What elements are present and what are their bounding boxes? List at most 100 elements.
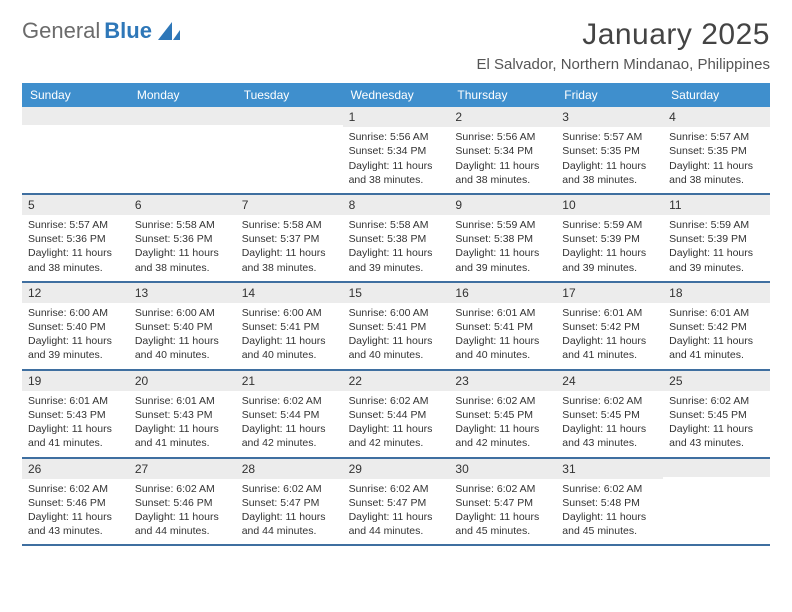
daylight-text: Daylight: 11 hours and 44 minutes. <box>349 510 444 538</box>
calendar-day: 17Sunrise: 6:01 AMSunset: 5:42 PMDayligh… <box>556 283 663 369</box>
calendar-day <box>22 107 129 193</box>
calendar-day: 20Sunrise: 6:01 AMSunset: 5:43 PMDayligh… <box>129 371 236 457</box>
daylight-text: Daylight: 11 hours and 38 minutes. <box>242 246 337 274</box>
sunset-text: Sunset: 5:41 PM <box>242 320 337 334</box>
calendar-day: 7Sunrise: 5:58 AMSunset: 5:37 PMDaylight… <box>236 195 343 281</box>
daylight-text: Daylight: 11 hours and 40 minutes. <box>349 334 444 362</box>
daylight-text: Daylight: 11 hours and 39 minutes. <box>28 334 123 362</box>
day-number: 2 <box>449 107 556 127</box>
day-number: 28 <box>236 459 343 479</box>
day-number: 18 <box>663 283 770 303</box>
day-number: 1 <box>343 107 450 127</box>
daylight-text: Daylight: 11 hours and 40 minutes. <box>135 334 230 362</box>
sunset-text: Sunset: 5:44 PM <box>242 408 337 422</box>
day-number: 14 <box>236 283 343 303</box>
sunrise-text: Sunrise: 6:01 AM <box>669 306 764 320</box>
sunset-text: Sunset: 5:36 PM <box>135 232 230 246</box>
day-number: 4 <box>663 107 770 127</box>
calendar-week: 12Sunrise: 6:00 AMSunset: 5:40 PMDayligh… <box>22 283 770 371</box>
day-number: 27 <box>129 459 236 479</box>
sunset-text: Sunset: 5:34 PM <box>455 144 550 158</box>
sunrise-text: Sunrise: 6:00 AM <box>28 306 123 320</box>
day-number: 19 <box>22 371 129 391</box>
dow-monday: Monday <box>129 83 236 107</box>
sunrise-text: Sunrise: 6:02 AM <box>242 394 337 408</box>
calendar-day <box>129 107 236 193</box>
calendar-day: 1Sunrise: 5:56 AMSunset: 5:34 PMDaylight… <box>343 107 450 193</box>
calendar-day: 28Sunrise: 6:02 AMSunset: 5:47 PMDayligh… <box>236 459 343 545</box>
sunrise-text: Sunrise: 6:01 AM <box>455 306 550 320</box>
sunset-text: Sunset: 5:45 PM <box>455 408 550 422</box>
calendar-day: 9Sunrise: 5:59 AMSunset: 5:38 PMDaylight… <box>449 195 556 281</box>
sunrise-text: Sunrise: 5:59 AM <box>669 218 764 232</box>
calendar-day: 31Sunrise: 6:02 AMSunset: 5:48 PMDayligh… <box>556 459 663 545</box>
dow-tuesday: Tuesday <box>236 83 343 107</box>
day-number: 3 <box>556 107 663 127</box>
sunset-text: Sunset: 5:36 PM <box>28 232 123 246</box>
calendar-grid: 1 Sunrise: 5:56 AM Sunset: 5:34 PM Daylight… <box>22 107 770 546</box>
dow-thursday: Thursday <box>449 83 556 107</box>
sunrise-text: Sunrise: 5:59 AM <box>562 218 657 232</box>
day-number: 20 <box>129 371 236 391</box>
daylight-text: Daylight: 11 hours and 40 minutes. <box>242 334 337 362</box>
sunrise-text: Sunrise: 6:01 AM <box>28 394 123 408</box>
sunrise-text: Sunrise: 6:02 AM <box>562 482 657 496</box>
title-block: January 2025 El Salvador, Northern Minda… <box>476 18 770 73</box>
sunset-text: Sunset: 5:40 PM <box>28 320 123 334</box>
day-number: 15 <box>343 283 450 303</box>
sunrise-text: Sunrise: 5:59 AM <box>455 218 550 232</box>
sunset-text: Sunset: 5:35 PM <box>562 144 657 158</box>
daylight-text: Daylight: 11 hours and 39 minutes. <box>349 246 444 274</box>
location-subtitle: El Salvador, Northern Mindanao, Philippi… <box>476 56 770 73</box>
day-number <box>129 107 236 125</box>
day-number: 5 <box>22 195 129 215</box>
calendar-day: 2Sunrise: 5:56 AMSunset: 5:34 PMDaylight… <box>449 107 556 193</box>
day-number <box>22 107 129 125</box>
sunrise-text: Sunrise: 6:02 AM <box>455 482 550 496</box>
daylight-text: Daylight: 11 hours and 38 minutes. <box>562 159 657 187</box>
calendar-day: 14Sunrise: 6:00 AMSunset: 5:41 PMDayligh… <box>236 283 343 369</box>
sunrise-text: Sunrise: 6:02 AM <box>455 394 550 408</box>
day-number: 22 <box>343 371 450 391</box>
calendar-day <box>236 107 343 193</box>
day-number: 29 <box>343 459 450 479</box>
sunrise-text: Sunrise: 6:02 AM <box>242 482 337 496</box>
sunset-text: Sunset: 5:48 PM <box>562 496 657 510</box>
sunrise-text: Sunrise: 5:57 AM <box>669 130 764 144</box>
sunset-text: Sunset: 5:47 PM <box>349 496 444 510</box>
sunset-text: Sunset: 5:45 PM <box>562 408 657 422</box>
day-number: 16 <box>449 283 556 303</box>
calendar-day: 3Sunrise: 5:57 AMSunset: 5:35 PMDaylight… <box>556 107 663 193</box>
sunset-text: Sunset: 5:39 PM <box>562 232 657 246</box>
dow-wednesday: Wednesday <box>343 83 450 107</box>
calendar-day: 24Sunrise: 6:02 AMSunset: 5:45 PMDayligh… <box>556 371 663 457</box>
day-number <box>663 459 770 477</box>
sunrise-text: Sunrise: 6:01 AM <box>135 394 230 408</box>
dow-saturday: Saturday <box>663 83 770 107</box>
sunrise-text: Sunrise: 6:00 AM <box>349 306 444 320</box>
brand-part1: General <box>22 18 100 44</box>
brand-logo: GeneralBlue <box>22 18 180 44</box>
sunset-text: Sunset: 5:37 PM <box>242 232 337 246</box>
calendar-day: 12Sunrise: 6:00 AMSunset: 5:40 PMDayligh… <box>22 283 129 369</box>
day-number: 10 <box>556 195 663 215</box>
calendar-day: 4Sunrise: 5:57 AMSunset: 5:35 PMDaylight… <box>663 107 770 193</box>
calendar-day: 18Sunrise: 6:01 AMSunset: 5:42 PMDayligh… <box>663 283 770 369</box>
sunset-text: Sunset: 5:43 PM <box>135 408 230 422</box>
calendar-day: 30Sunrise: 6:02 AMSunset: 5:47 PMDayligh… <box>449 459 556 545</box>
day-number: 31 <box>556 459 663 479</box>
daylight-text: Daylight: 11 hours and 42 minutes. <box>242 422 337 450</box>
daylight-text: Daylight: 11 hours and 44 minutes. <box>242 510 337 538</box>
calendar-day: 22Sunrise: 6:02 AMSunset: 5:44 PMDayligh… <box>343 371 450 457</box>
calendar-day: 10Sunrise: 5:59 AMSunset: 5:39 PMDayligh… <box>556 195 663 281</box>
calendar-day: 19Sunrise: 6:01 AMSunset: 5:43 PMDayligh… <box>22 371 129 457</box>
sunrise-text: Sunrise: 5:56 AM <box>349 130 444 144</box>
day-number: 11 <box>663 195 770 215</box>
sunrise-text: Sunrise: 6:02 AM <box>349 394 444 408</box>
calendar-week: 5Sunrise: 5:57 AMSunset: 5:36 PMDaylight… <box>22 195 770 283</box>
day-number: 25 <box>663 371 770 391</box>
daylight-text: Daylight: 11 hours and 38 minutes. <box>28 246 123 274</box>
day-number: 21 <box>236 371 343 391</box>
sunset-text: Sunset: 5:41 PM <box>349 320 444 334</box>
sunset-text: Sunset: 5:46 PM <box>135 496 230 510</box>
